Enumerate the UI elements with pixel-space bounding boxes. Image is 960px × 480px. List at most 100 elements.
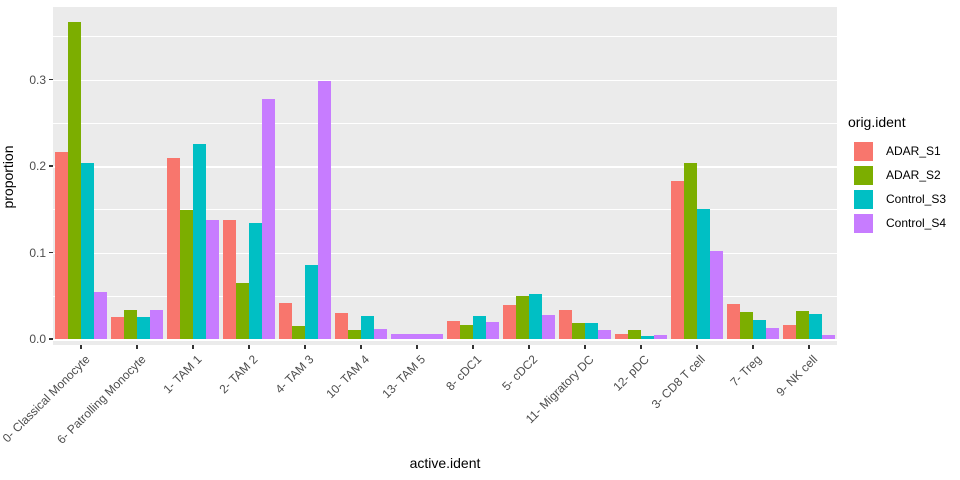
x-tick-label: 7- Treg: [727, 352, 765, 390]
y-axis-title: proportion: [0, 145, 16, 209]
bar-Control_S4: [374, 328, 387, 339]
bar-ADAR_S2: [460, 325, 473, 339]
bar-ADAR_S1: [55, 152, 68, 339]
bar-Control_S4: [822, 334, 835, 339]
x-tick-label: 1- TAM 1: [160, 352, 205, 397]
bar-Control_S4: [150, 309, 163, 339]
bar-ADAR_S1: [615, 333, 628, 339]
y-tick-mark: [49, 78, 53, 81]
x-tick-mark: [248, 345, 250, 349]
bar-ADAR_S2: [292, 326, 305, 339]
x-tick-mark: [416, 345, 418, 349]
bar-Control_S3: [641, 336, 654, 339]
x-tick-mark: [752, 345, 754, 349]
major-gridline: [53, 252, 837, 254]
bar-Control_S3: [697, 209, 710, 339]
bar-Control_S4: [206, 219, 219, 339]
x-tick-mark: [808, 345, 810, 349]
bar-ADAR_S2: [796, 311, 809, 339]
bar-ADAR_S1: [503, 305, 516, 339]
bar-ADAR_S1: [727, 303, 740, 339]
y-tick-label: 0.2: [29, 159, 46, 173]
plot-panel: [53, 7, 837, 345]
x-tick-mark: [472, 345, 474, 349]
y-tick-mark: [49, 165, 53, 167]
x-tick-label: 2- TAM 2: [216, 352, 261, 397]
x-tick-label: 8- cDC1: [443, 352, 485, 394]
legend-label: ADAR_S1: [886, 144, 941, 158]
bar-Control_S3: [753, 319, 766, 339]
x-tick-label: 5- cDC2: [499, 352, 541, 394]
bar-ADAR_S1: [559, 310, 572, 339]
bar-Control_S3: [361, 315, 374, 339]
x-tick-mark: [80, 345, 82, 349]
x-tick-mark: [584, 345, 586, 349]
x-tick-mark: [192, 345, 194, 349]
x-tick-label: 10- TAM 4: [323, 352, 373, 402]
x-tick-mark: [696, 345, 698, 349]
bar-Control_S3: [137, 316, 150, 339]
x-tick-label: 3- CD8 T cell: [649, 352, 709, 412]
minor-gridline: [53, 36, 837, 38]
y-tick-label: 0.3: [29, 72, 46, 87]
x-axis-title: active.ident: [409, 455, 481, 471]
x-tick-label: 4- TAM 3: [272, 352, 317, 397]
bar-ADAR_S2: [572, 323, 585, 339]
bar-ADAR_S1: [111, 316, 124, 339]
bar-Control_S3: [81, 163, 94, 339]
x-tick-label: 13- TAM 5: [379, 352, 429, 402]
bar-Control_S4: [598, 330, 611, 339]
bar-ADAR_S2: [740, 312, 753, 339]
legend-item: Control_S3: [846, 187, 956, 211]
bar-Control_S4: [542, 314, 555, 339]
y-tick-mark: [49, 338, 53, 340]
legend-swatch-icon: [854, 165, 873, 185]
bar-ADAR_S2: [628, 330, 641, 339]
bar-Control_S4: [654, 334, 667, 339]
bar-ADAR_S2: [348, 329, 361, 339]
bar-Control_S3: [585, 322, 598, 339]
bar-Control_S3: [473, 315, 486, 339]
minor-gridline: [53, 295, 837, 297]
x-tick-mark: [528, 345, 530, 349]
bar-ADAR_S2: [124, 310, 137, 339]
legend-swatch-icon: [854, 213, 873, 233]
major-gridline: [53, 339, 837, 341]
bar-Control_S4: [391, 333, 443, 339]
bar-ADAR_S2: [516, 295, 529, 339]
bar-ADAR_S2: [68, 21, 81, 339]
bar-Control_S3: [193, 144, 206, 339]
x-tick-label: 9- NK cell: [773, 352, 821, 399]
legend-label: Control_S3: [886, 192, 947, 206]
bar-Control_S4: [710, 250, 723, 339]
legend-label: ADAR_S2: [886, 168, 941, 182]
bar-Control_S4: [486, 321, 499, 339]
bar-Control_S4: [94, 292, 107, 339]
bar-ADAR_S2: [684, 162, 697, 339]
bar-Control_S3: [809, 313, 822, 339]
bar-ADAR_S1: [447, 320, 460, 339]
major-gridline: [53, 79, 837, 81]
major-gridline: [53, 166, 837, 168]
x-tick-mark: [136, 345, 138, 349]
bar-Control_S3: [305, 264, 318, 339]
x-tick-label: 12- pDC: [610, 352, 653, 394]
x-tick-mark: [304, 345, 306, 349]
legend-items: ADAR_S1 ADAR_S2 Control_S3 Control_S4: [846, 139, 956, 235]
bar-ADAR_S2: [236, 282, 249, 339]
bar-ADAR_S1: [223, 219, 236, 339]
bar-ADAR_S1: [783, 325, 796, 339]
minor-gridline: [53, 122, 837, 124]
bar-Control_S4: [262, 99, 275, 339]
x-tick-mark: [640, 345, 642, 349]
legend-label: Control_S4: [886, 216, 947, 230]
bar-Control_S3: [249, 223, 262, 339]
legend-swatch-icon: [854, 189, 873, 209]
legend: orig.ident ADAR_S1 ADAR_S2 Control_S3 Contr…: [846, 114, 956, 235]
legend-title: orig.ident: [848, 114, 906, 130]
legend-item: ADAR_S1: [846, 139, 956, 163]
legend-item: ADAR_S2: [846, 163, 956, 187]
bar-ADAR_S2: [180, 210, 193, 339]
legend-item: Control_S4: [846, 211, 956, 235]
